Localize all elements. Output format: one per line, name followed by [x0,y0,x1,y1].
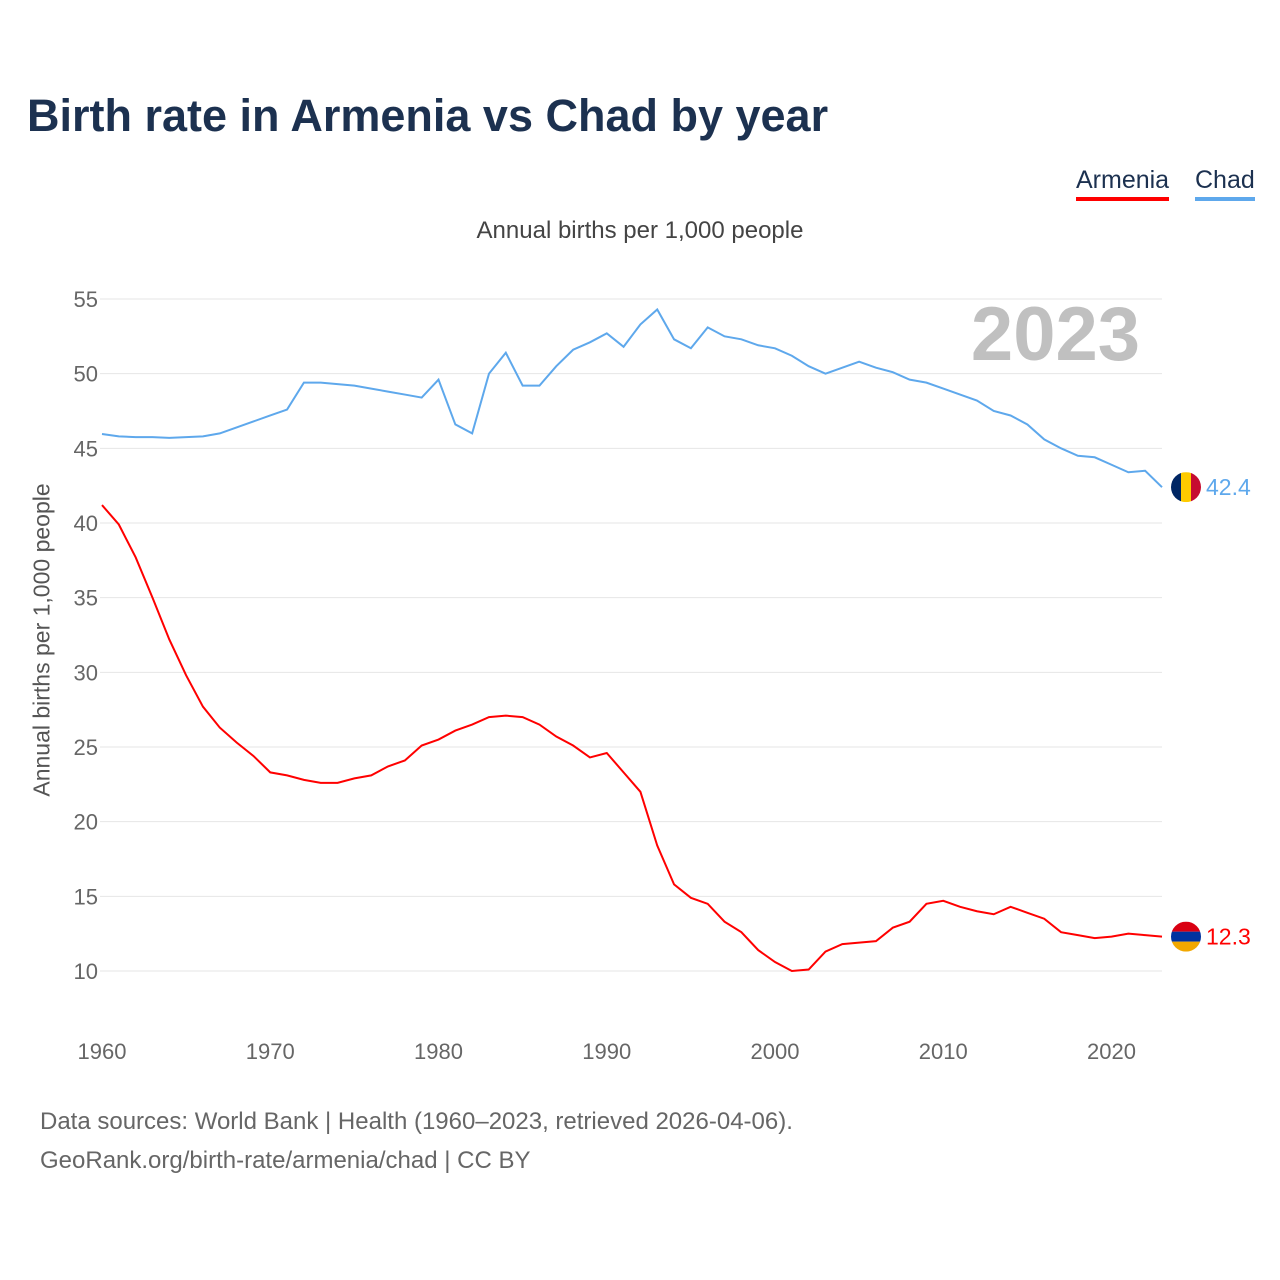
armenia-flag-icon [1171,921,1201,952]
source-line-1: Data sources: World Bank | Health (1960–… [40,1108,793,1135]
x-tick-label: 1970 [246,1039,295,1064]
year-watermark: 2023 [971,292,1140,377]
y-tick-label: 20 [74,810,98,835]
chad-end-value: 42.4 [1206,474,1251,500]
series-line-chad [101,307,1163,488]
x-tick-label: 2010 [919,1039,968,1064]
x-tick-label: 1960 [78,1039,127,1064]
chad-flag-icon [1171,472,1201,503]
y-tick-label: 15 [74,884,98,909]
series-line-armenia [101,504,1163,973]
x-tick-label: 2020 [1087,1039,1136,1064]
y-tick-label: 25 [74,735,98,760]
y-tick-label: 50 [74,362,98,387]
y-tick-label: 10 [74,959,98,984]
armenia-end-value: 12.3 [1206,924,1251,950]
chart-subtitle: Annual births per 1,000 people [476,217,804,244]
x-tick-label: 2000 [751,1039,800,1064]
chart-title: Birth rate in Armenia vs Chad by year [27,90,829,141]
legend-armenia[interactable]: Armenia [1076,166,1170,201]
y-tick-label: 45 [74,436,98,461]
x-tick-label: 1980 [414,1039,463,1064]
y-tick-label: 40 [74,511,98,536]
legend-chad[interactable]: Chad [1195,166,1255,201]
x-tick-label: 1990 [582,1039,631,1064]
y-tick-label: 55 [74,287,98,312]
source-line-2: GeoRank.org/birth-rate/armenia/chad | CC… [40,1147,531,1174]
y-tick-label: 35 [74,586,98,611]
y-tick-label: 30 [74,660,98,685]
